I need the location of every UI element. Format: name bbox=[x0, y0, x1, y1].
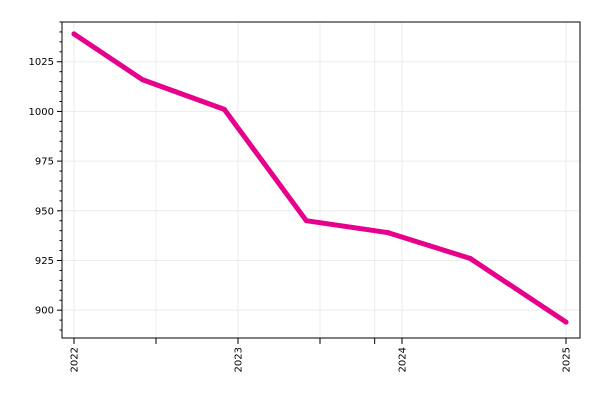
data-point bbox=[467, 256, 473, 262]
x-tick-label: 2024 bbox=[398, 347, 409, 372]
data-point bbox=[563, 319, 569, 325]
y-tick-label: 1025 bbox=[29, 57, 54, 68]
plot-area bbox=[61, 21, 581, 339]
x-tick-label: 2025 bbox=[562, 347, 573, 372]
series-group bbox=[71, 31, 569, 325]
y-tick-label: 950 bbox=[35, 206, 54, 217]
data-point bbox=[385, 230, 391, 236]
data-point bbox=[139, 77, 145, 83]
y-tick-label: 900 bbox=[35, 306, 54, 317]
y-tick-label: 975 bbox=[35, 157, 54, 168]
x-tick-label: 2023 bbox=[234, 347, 245, 372]
y-axis: 900 925 950 975 1000 1025 bbox=[29, 21, 62, 331]
data-point bbox=[303, 218, 309, 224]
x-tick-label: 2022 bbox=[70, 347, 81, 372]
x-axis: 2022 2023 2024 2025 bbox=[70, 338, 573, 372]
grid bbox=[62, 22, 580, 338]
data-point bbox=[221, 106, 227, 112]
y-tick-label: 925 bbox=[35, 256, 54, 267]
data-point bbox=[71, 31, 77, 37]
y-tick-label: 1000 bbox=[29, 107, 54, 118]
